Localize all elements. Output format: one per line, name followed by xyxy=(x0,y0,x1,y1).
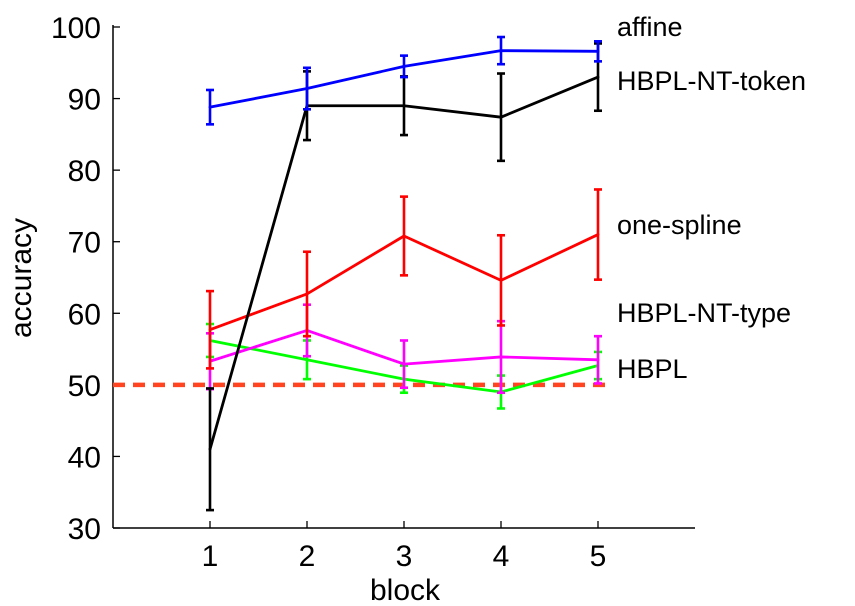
data-point xyxy=(596,75,600,79)
data-point xyxy=(208,328,212,332)
y-tick-label: 100 xyxy=(51,12,101,45)
data-point xyxy=(499,278,503,282)
data-point xyxy=(402,64,406,68)
series-label: HBPL-NT-token xyxy=(617,66,806,96)
data-point xyxy=(596,233,600,236)
series-label: HBPL-NT-type xyxy=(617,298,791,328)
series-label: one-spline xyxy=(617,210,742,240)
data-point xyxy=(402,362,406,366)
data-point xyxy=(208,447,212,451)
y-axis-title: accuracy xyxy=(5,218,38,338)
series-labels: affine HBPL-NT-token one-spline HBPL-NT-typ… xyxy=(617,12,806,384)
series-layer xyxy=(206,35,602,512)
data-point xyxy=(499,115,503,119)
y-tick-label: 80 xyxy=(68,155,101,188)
y-tick-label: 60 xyxy=(68,298,101,331)
data-point xyxy=(499,49,503,53)
data-point xyxy=(402,234,406,238)
y-tick-label: 70 xyxy=(68,227,101,260)
data-point xyxy=(305,292,309,296)
x-tick-label: 4 xyxy=(493,540,510,573)
data-point xyxy=(305,87,309,90)
series-affine xyxy=(206,35,602,126)
data-point xyxy=(208,105,212,109)
data-point xyxy=(499,355,503,359)
y-tick-label: 30 xyxy=(68,513,101,546)
axes: 30 40 50 60 70 80 90 100 1 2 3 4 5 xyxy=(51,12,695,573)
y-tick-label: 90 xyxy=(68,84,101,117)
series-hbpl-nt-token xyxy=(206,42,602,512)
series-label: affine xyxy=(617,12,683,42)
series-one-spline xyxy=(206,188,602,370)
data-point xyxy=(305,358,309,362)
x-tick-label: 3 xyxy=(396,540,413,573)
x-tick-label: 2 xyxy=(299,540,316,573)
series-hbpl-nt-type xyxy=(206,303,602,395)
data-point xyxy=(402,104,406,108)
x-tick-label: 5 xyxy=(590,540,607,573)
series-label: HBPL xyxy=(617,354,688,384)
x-axis-title: block xyxy=(370,574,441,606)
y-tick-label: 50 xyxy=(68,370,101,403)
data-point xyxy=(596,358,600,362)
data-point xyxy=(596,49,600,53)
x-tick-label: 1 xyxy=(202,540,219,573)
y-tick-label: 40 xyxy=(68,441,101,474)
